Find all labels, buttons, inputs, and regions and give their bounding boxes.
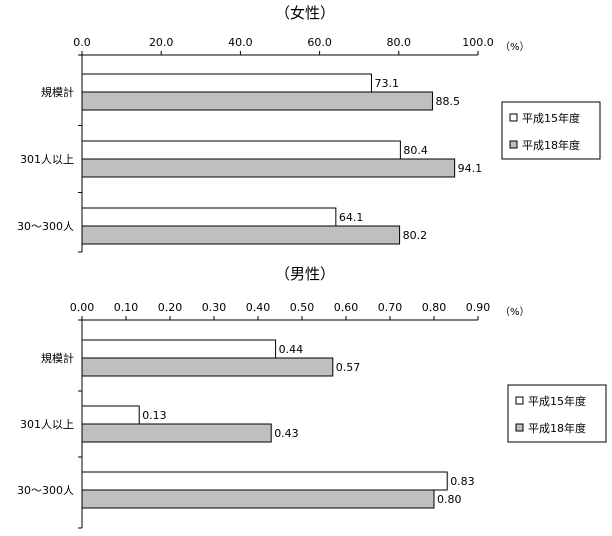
data-label: 94.1 (458, 162, 483, 175)
category-label: 規模計 (41, 85, 74, 99)
chart-title: （男性） (275, 265, 335, 283)
chart-male: （男性） 0.00 0.10 0.20 0.30 0.40 0.50 0.60 0.70 0.80… (17, 265, 607, 529)
bar (81, 140, 401, 160)
x-tick-label: 0.70 (378, 301, 403, 314)
data-label: 0.57 (336, 361, 361, 374)
data-label: 64.1 (339, 211, 364, 224)
data-label: 80.4 (403, 144, 428, 157)
bar (81, 91, 433, 111)
x-tick-label: 60.0 (307, 36, 332, 49)
legend-box (507, 384, 607, 443)
bar (81, 405, 140, 425)
bar (81, 489, 435, 509)
x-tick-label: 0.40 (246, 301, 271, 314)
chart-title: （女性） (275, 4, 335, 22)
bar (81, 225, 401, 245)
category-label: 30～300人 (17, 220, 74, 233)
x-tick-label: 100.0 (462, 36, 494, 49)
legend-label: 平成18年度 (528, 421, 586, 435)
x-tick-label: 0.30 (202, 301, 227, 314)
x-tick-label: 0.60 (334, 301, 359, 314)
data-label: 0.44 (279, 343, 304, 356)
unit-label: （%） (500, 41, 530, 53)
category-label: 301人以上 (20, 153, 74, 166)
data-label: 88.5 (435, 95, 460, 108)
data-label: 0.13 (142, 409, 167, 422)
unit-label: （%） (500, 306, 530, 318)
x-tick-label: 0.10 (114, 301, 139, 314)
data-label: 0.83 (450, 475, 475, 488)
legend-label: 平成15年度 (528, 394, 586, 408)
x-tick-label: 0.80 (422, 301, 447, 314)
data-label: 80.2 (403, 229, 428, 242)
legend-label: 平成15年度 (522, 111, 580, 125)
bar (81, 423, 272, 443)
category-label: 規模計 (41, 351, 74, 365)
chart-female: （女性） 0.0 20.0 40.0 60.0 80.0 100.0 （%） 規模計 73.1 88… (17, 4, 601, 253)
legend-swatch (509, 140, 518, 149)
x-tick-label: 40.0 (228, 36, 253, 49)
bar (81, 207, 337, 227)
category-label: 30～300人 (17, 484, 74, 497)
x-tick-label: 0.20 (158, 301, 183, 314)
legend-swatch (515, 423, 524, 432)
legend-box (501, 101, 601, 160)
data-label: 0.80 (437, 493, 462, 506)
bar (81, 339, 277, 359)
bar (81, 73, 372, 93)
data-label: 73.1 (374, 77, 399, 90)
legend-swatch (515, 396, 524, 405)
legend-label: 平成18年度 (522, 138, 580, 152)
x-tick-label: 20.0 (149, 36, 174, 49)
bar (81, 471, 448, 491)
x-tick-label: 0.0 (73, 36, 91, 49)
x-tick-label: 0.50 (290, 301, 315, 314)
bar (81, 357, 334, 377)
x-tick-label: 0.90 (466, 301, 491, 314)
legend-swatch (509, 113, 518, 122)
x-tick-label: 80.0 (387, 36, 412, 49)
data-label: 0.43 (274, 427, 299, 440)
category-label: 301人以上 (20, 418, 74, 431)
x-tick-label: 0.00 (70, 301, 95, 314)
bar (81, 158, 456, 178)
